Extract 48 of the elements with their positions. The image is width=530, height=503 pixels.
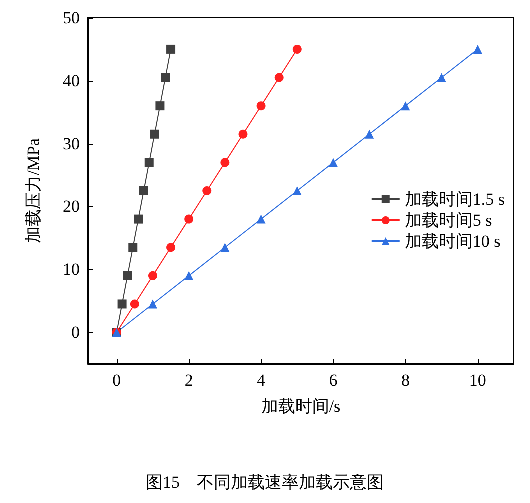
point [148,300,158,309]
point [238,130,248,139]
point [220,243,230,252]
point [123,271,132,280]
point [144,158,154,168]
point [437,73,446,82]
point [139,186,148,196]
x-axis-title: 加载时间/s [261,397,341,416]
point [184,214,194,224]
y-axis-title: 加载压力/MPa [24,138,43,244]
point [256,102,266,111]
point [220,158,230,168]
x-tick-label: 2 [184,371,194,390]
point [166,243,176,252]
y-tick-label: 30 [63,134,80,154]
point [118,300,127,309]
y-tick-label: 0 [72,323,80,342]
point [401,102,410,111]
point [156,102,165,111]
point [161,73,170,82]
point [256,214,266,224]
point [202,186,212,196]
y-tick-label: 10 [63,260,80,280]
x-tick-label: 8 [401,371,410,390]
point [473,44,482,54]
point [365,130,374,139]
point [150,130,160,139]
point [292,186,302,196]
point [274,73,284,82]
caption: 图15 不同加载速率加载示意图 [146,473,384,492]
x-tick-label: 0 [112,371,122,390]
point [184,271,194,280]
x-tick-label: 6 [329,371,338,390]
point [130,300,140,309]
point [148,271,158,280]
point [128,243,138,252]
point [134,214,144,224]
legend-label: 加载时间5 s [404,211,492,230]
x-tick-label: 10 [469,371,486,390]
x-tick-label: 4 [257,371,266,390]
y-tick-label: 40 [63,71,80,90]
y-tick-label: 20 [63,197,80,216]
legend-label: 加载时间10 s [404,232,501,251]
point [166,44,176,54]
y-tick-label: 50 [63,8,80,28]
point [328,158,338,168]
point [292,44,302,54]
legend-label: 加载时间1.5 s [404,190,506,209]
